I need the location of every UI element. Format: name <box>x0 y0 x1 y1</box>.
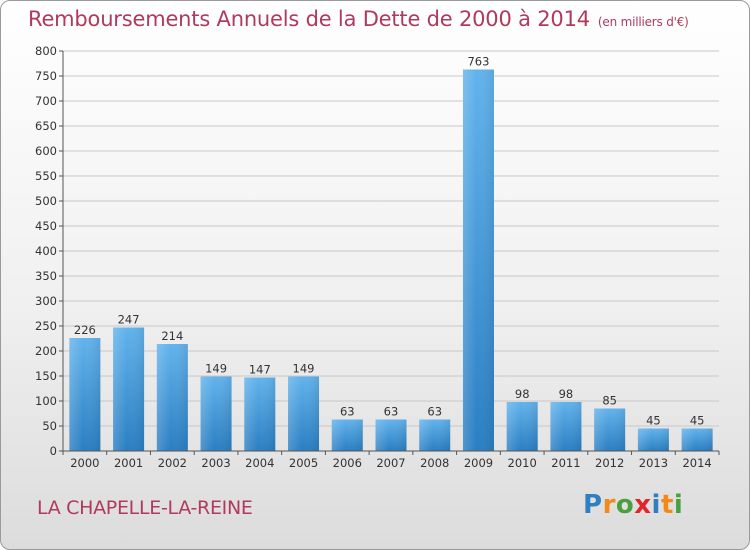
bar-shine <box>506 402 538 451</box>
x-tick-label: 2005 <box>289 456 318 470</box>
y-tick-label: 700 <box>35 94 57 108</box>
logo-letter: o <box>615 490 635 520</box>
y-tick-label: 400 <box>35 244 57 258</box>
y-tick-label: 50 <box>42 419 57 433</box>
x-tick-label: 2002 <box>158 456 187 470</box>
bar-shine <box>375 419 407 451</box>
bar-shine <box>113 327 145 451</box>
data-labels: 226 247 214 149 147 149 63 63 63 763 98 98 85 45 45 <box>74 55 705 428</box>
data-label: 149 <box>205 362 227 376</box>
logo-letter: x <box>634 490 652 520</box>
data-label: 45 <box>690 414 705 428</box>
bar-shine <box>419 419 451 451</box>
x-tick-label: 2004 <box>245 456 274 470</box>
bar-shine <box>69 338 101 451</box>
data-label: 85 <box>602 394 617 408</box>
y-tick-label: 750 <box>35 69 57 83</box>
x-tick-label: 2003 <box>201 456 230 470</box>
x-tick-label: 2001 <box>114 456 143 470</box>
data-label: 214 <box>161 329 183 343</box>
data-label: 98 <box>515 387 530 401</box>
y-tick-label: 600 <box>35 144 57 158</box>
chart-title-text: Remboursements Annuels de la Dette de 20… <box>28 7 590 31</box>
x-tick-label: 2007 <box>376 456 405 470</box>
y-tick-label: 350 <box>35 269 57 283</box>
data-label: 149 <box>293 362 315 376</box>
y-tick-label: 800 <box>35 44 57 58</box>
y-tick-label: 500 <box>35 194 57 208</box>
x-tick-label: 2009 <box>464 456 493 470</box>
data-label: 63 <box>340 405 355 419</box>
logo-letter: P <box>583 490 603 520</box>
data-label: 226 <box>74 323 96 337</box>
bar-shine <box>594 408 626 451</box>
data-label: 763 <box>467 55 489 69</box>
bar-shine <box>288 376 320 451</box>
x-tick-label: 2011 <box>551 456 580 470</box>
commune-name: LA CHAPELLE-LA-REINE <box>37 497 253 519</box>
logo-letter: i <box>673 490 684 520</box>
x-tick-label: 2008 <box>420 456 449 470</box>
logo-letter: i <box>651 490 661 520</box>
y-tick-label: 300 <box>35 294 57 308</box>
data-label: 98 <box>559 387 574 401</box>
y-tick-label: 550 <box>35 169 57 183</box>
x-tick-label: 2013 <box>639 456 668 470</box>
bar-shine <box>681 428 713 451</box>
bar-shine <box>200 376 232 451</box>
bar-shine <box>637 428 669 451</box>
data-label: 45 <box>646 414 661 428</box>
bars <box>69 69 713 451</box>
bar-shine <box>550 402 582 451</box>
y-axis-ticks: 0 50 100 150 200 250 300 350 400 450 500 550 600 650 7… <box>35 44 63 458</box>
unit-note: (en milliers d'€) <box>597 15 689 29</box>
bar-shine <box>462 69 494 451</box>
logo-letter: t <box>660 490 674 520</box>
chart-title: Remboursements Annuels de la Dette de 20… <box>28 7 689 31</box>
data-label: 63 <box>384 405 399 419</box>
y-tick-label: 150 <box>35 369 57 383</box>
x-tick-label: 2000 <box>70 456 99 470</box>
y-tick-label: 0 <box>50 444 57 458</box>
proxiti-logo: Proxiti <box>583 490 683 520</box>
x-tick-label: 2012 <box>595 456 624 470</box>
data-label: 63 <box>427 405 442 419</box>
data-label: 147 <box>249 363 271 377</box>
y-tick-label: 450 <box>35 219 57 233</box>
x-tick-label: 2014 <box>682 456 711 470</box>
bar-shine <box>331 419 363 451</box>
axes <box>62 51 719 452</box>
y-tick-label: 100 <box>35 394 57 408</box>
y-tick-label: 250 <box>35 319 57 333</box>
bar-shine <box>244 377 276 451</box>
logo-letter: r <box>602 490 616 520</box>
y-tick-label: 200 <box>35 344 57 358</box>
bar-shine <box>156 344 188 451</box>
x-tick-label: 2010 <box>508 456 537 470</box>
x-tick-label: 2006 <box>333 456 362 470</box>
x-axis-ticks: 2000 2001 2002 2003 2004 2005 2006 2007 2008 2009… <box>62 451 720 470</box>
y-tick-label: 650 <box>35 119 57 133</box>
data-label: 247 <box>118 313 140 327</box>
